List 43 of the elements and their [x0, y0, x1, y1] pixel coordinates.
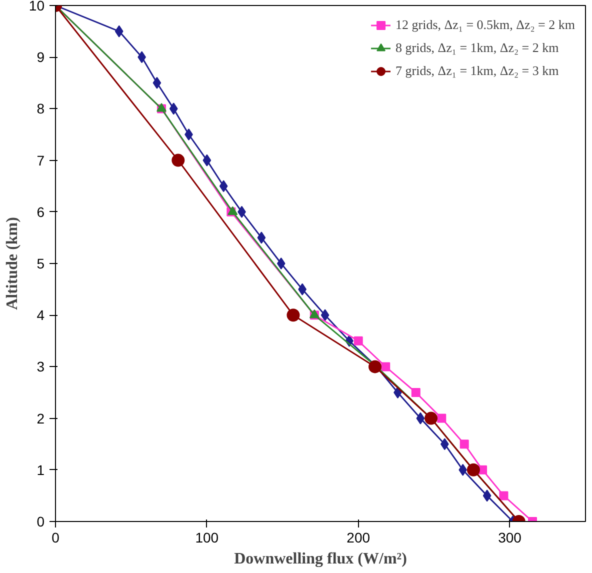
- point: [219, 180, 228, 192]
- point: [466, 463, 480, 476]
- y-axis-title: Altitude (km): [4, 217, 21, 310]
- point: [354, 336, 363, 346]
- x-axis-title: Downwelling flux (W/m²): [234, 550, 407, 568]
- y-tick-label: 8: [36, 100, 45, 117]
- point: [482, 490, 492, 502]
- legend-label: 7 grids, Δz₁ = 1km, Δz₂ = 3 km: [396, 63, 559, 79]
- x-tick-label: 100: [195, 530, 219, 546]
- point: [437, 414, 446, 423]
- point: [411, 388, 420, 397]
- y-tick-label: 0: [36, 514, 45, 530]
- point: [114, 25, 124, 38]
- y-tick-label: 2: [36, 410, 45, 426]
- y-tick-label: 4: [36, 307, 45, 324]
- point: [458, 464, 468, 476]
- point: [172, 154, 185, 167]
- point: [184, 128, 193, 140]
- point: [202, 154, 212, 166]
- point: [460, 440, 469, 449]
- x-tick-label: 0: [52, 530, 60, 546]
- point: [416, 412, 425, 424]
- y-tick-label: 3: [36, 358, 45, 375]
- point: [169, 102, 178, 115]
- point: [286, 308, 300, 322]
- point: [381, 362, 390, 372]
- y-tick-label: 6: [36, 204, 45, 220]
- y-tick-label: 7: [36, 152, 45, 168]
- y-tick-label: 9: [36, 49, 45, 66]
- point: [257, 232, 266, 244]
- legend-label: 8 grids, Δz₁ = 1km, Δz₂ = 2 km: [396, 40, 559, 56]
- point: [368, 360, 382, 374]
- legend-label: 12 grids, Δz₁ = 0.5km, Δz₂ = 2 km: [396, 17, 575, 33]
- x-tick-label: 200: [346, 530, 370, 546]
- y-tick-label: 5: [36, 256, 45, 272]
- point: [276, 258, 286, 270]
- point: [424, 412, 438, 425]
- y-tick-label: 1: [36, 462, 45, 478]
- point: [320, 309, 330, 322]
- point: [152, 76, 162, 89]
- y-tick-label: 10: [28, 0, 45, 14]
- point: [499, 491, 508, 500]
- x-tick-label: 300: [498, 530, 522, 546]
